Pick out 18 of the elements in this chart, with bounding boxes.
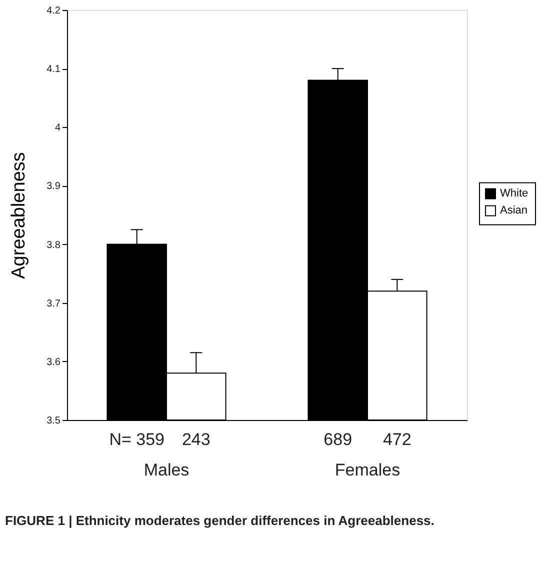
x-tick-label: Males	[144, 460, 190, 480]
x-tick-label: Females	[334, 460, 400, 480]
y-tick-label: 3.6	[46, 356, 61, 368]
legend-label: White	[500, 188, 528, 200]
y-tick-label: 3.7	[46, 298, 61, 310]
y-axis-title: Agreeableness	[8, 152, 30, 279]
y-tick-label: 4.1	[46, 64, 61, 76]
y-tick-label: 4.2	[46, 6, 61, 16]
y-tick-label: 3.9	[46, 181, 61, 192]
y-tick-label: 4	[54, 122, 61, 134]
caption: FIGURE 1 | Ethnicity moderates gender differences in Agreeableness.	[5, 513, 434, 528]
text: 472	[382, 430, 412, 449]
text: 243	[182, 430, 210, 449]
text: N= 359	[109, 430, 164, 449]
y-tick-label: 3.5	[46, 416, 61, 426]
text: 689	[324, 430, 352, 449]
y-tick-label: 3.8	[46, 240, 61, 251]
legend-label: Asian	[500, 204, 528, 217]
